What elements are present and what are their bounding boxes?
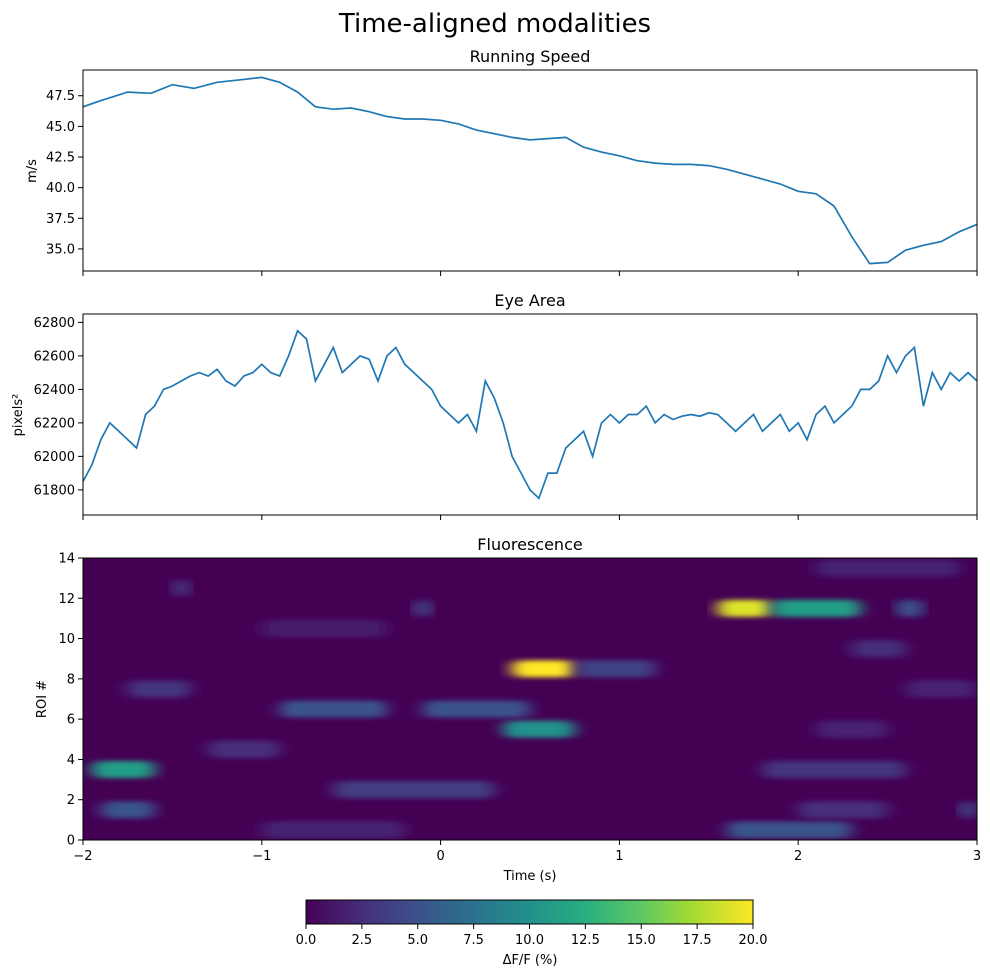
x-tick-label: −2 — [73, 849, 92, 864]
y-tick-label: 4 — [67, 753, 75, 768]
fluorescence-event — [762, 761, 906, 778]
y-tick-label: 40.0 — [46, 181, 75, 196]
running-speed-axes-frame — [82, 69, 978, 272]
y-tick-label: 45.0 — [46, 120, 75, 135]
colorbar-tick-label: 20.0 — [739, 933, 768, 948]
fluorescence-event — [959, 801, 977, 819]
x-tick-label: 1 — [615, 849, 623, 864]
colorbar-tick-label: 2.5 — [352, 933, 373, 948]
y-tick-label: 2 — [67, 793, 75, 808]
y-tick-label: 62800 — [34, 316, 75, 331]
y-tick-label: 62000 — [34, 450, 75, 465]
fluorescence-xlabel: Time (s) — [503, 869, 557, 884]
fluorescence-event — [127, 680, 191, 698]
fluorescence-event — [100, 801, 155, 819]
y-tick-label: 6 — [67, 713, 75, 728]
fluorescence-event — [574, 660, 656, 678]
fluorescence-event — [333, 781, 495, 799]
running-speed-title: Running Speed — [470, 47, 591, 66]
eye-area-ylabel: pixels² — [11, 394, 26, 437]
colorbar-ticks: 0.0 2.5 5.0 7.5 10.0 12.5 15.0 17.5 20.0 — [296, 924, 768, 948]
eye-area-panel: Eye Area 618006200062200624006260062800 … — [11, 291, 978, 520]
fluorescence-event — [726, 821, 852, 839]
fluorescence-event — [172, 579, 191, 597]
colorbar-tick-label: 7.5 — [463, 933, 484, 948]
fluorescence-event — [771, 599, 861, 617]
fluorescence-event — [905, 680, 977, 698]
fluorescence-event — [422, 700, 530, 718]
colorbar-tick-label: 5.0 — [407, 933, 428, 948]
y-tick-label: 12 — [58, 592, 75, 607]
fluorescence-event — [279, 700, 387, 718]
y-tick-label: 62200 — [34, 416, 75, 431]
eye-area-axes-frame — [82, 313, 978, 516]
running-speed-x-ticks — [82, 271, 978, 276]
colorbar-tick-label: 10.0 — [515, 933, 544, 948]
running-speed-series — [83, 76, 977, 265]
y-tick-label: 0 — [67, 834, 75, 849]
colorbar-tick-label: 12.5 — [571, 933, 600, 948]
x-tick-label: 2 — [794, 849, 802, 864]
fluorescence-axes-frame — [82, 557, 978, 841]
fluorescence-title: Fluorescence — [477, 535, 582, 554]
colorbar-tick-label: 17.5 — [683, 933, 712, 948]
fluorescence-y-ticks: 0 2 4 6 8 10 12 14 — [58, 552, 83, 849]
running-speed-panel: Running Speed 35.0 37.5 40.0 42.5 45.0 47.5 m… — [25, 47, 978, 276]
running-speed-y-ticks: 35.0 37.5 40.0 42.5 45.0 47.5 — [46, 89, 83, 257]
fluorescence-event — [717, 599, 772, 617]
eye-area-x-ticks — [82, 515, 978, 520]
y-tick-label: 35.0 — [46, 242, 75, 257]
y-tick-label: 42.5 — [46, 151, 75, 166]
fluorescence-event — [261, 620, 387, 637]
running-speed-ylabel: m/s — [25, 159, 40, 183]
x-tick-label: −1 — [252, 849, 271, 864]
fluorescence-events — [91, 559, 977, 839]
eye-area-title: Eye Area — [494, 291, 565, 310]
fluorescence-event — [261, 821, 405, 839]
y-tick-label: 8 — [67, 672, 75, 687]
x-tick-label: 0 — [436, 849, 444, 864]
fluorescence-ylabel: ROI # — [35, 680, 50, 718]
x-tick-label: 3 — [973, 849, 981, 864]
fluorescence-event — [798, 801, 888, 819]
y-tick-label: 61800 — [34, 483, 75, 498]
fluorescence-event — [816, 720, 888, 738]
fluorescence-event — [851, 640, 906, 658]
y-tick-label: 47.5 — [46, 89, 75, 104]
colorbar-tick-label: 0.0 — [296, 933, 317, 948]
fluorescence-event — [503, 720, 575, 738]
fluorescence-event — [91, 761, 155, 778]
y-tick-label: 37.5 — [46, 212, 75, 227]
colorbar-tick-label: 15.0 — [627, 933, 656, 948]
fluorescence-event — [816, 559, 960, 577]
y-tick-label: 10 — [58, 632, 75, 647]
colorbar-gradient — [305, 899, 754, 925]
fluorescence-event — [896, 599, 924, 617]
fluorescence-event — [208, 740, 280, 758]
y-tick-label: 62400 — [34, 383, 75, 398]
colorbar: 0.0 2.5 5.0 7.5 10.0 12.5 15.0 17.5 20.0 ΔF/F (%… — [296, 899, 768, 968]
fluorescence-event — [413, 599, 432, 617]
y-tick-label: 14 — [58, 552, 75, 567]
fluorescence-event — [512, 660, 575, 678]
eye-area-y-ticks: 61800 62000 62200 62400 62600 62800 — [34, 316, 83, 498]
fluorescence-x-ticks: −2 −1 0 1 2 3 — [73, 840, 981, 864]
colorbar-label: ΔF/F (%) — [503, 953, 558, 968]
eye-area-series — [83, 329, 977, 500]
figure-title: Time-aligned modalities — [338, 9, 651, 39]
y-tick-label: 62600 — [34, 349, 75, 364]
